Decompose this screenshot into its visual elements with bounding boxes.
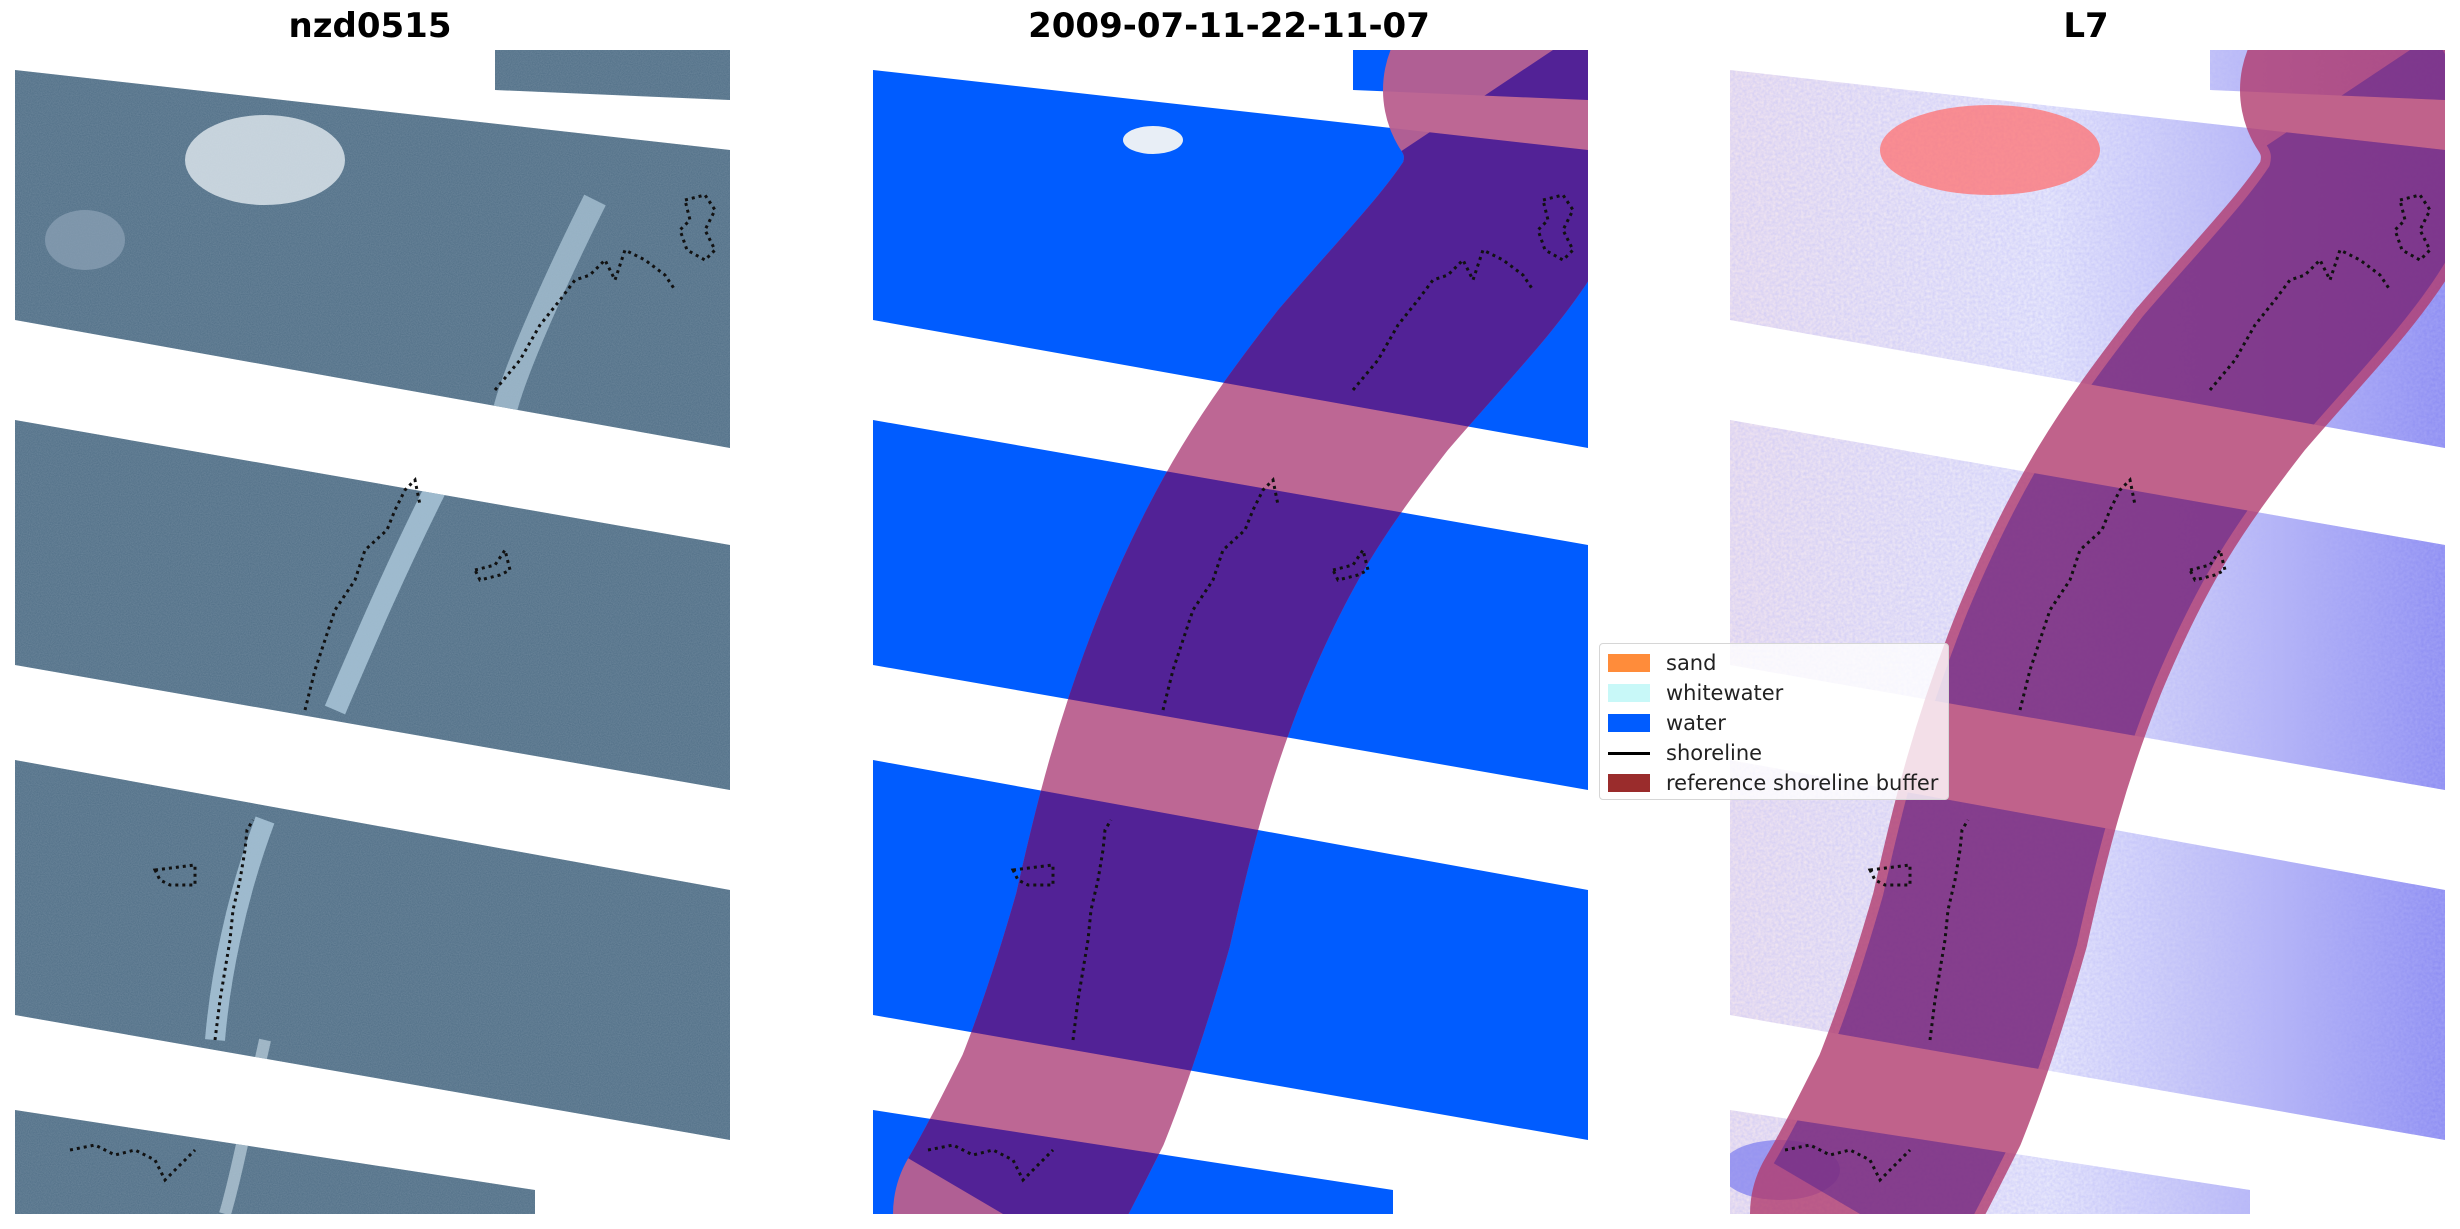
panel-title-rgb: nzd0515 <box>288 6 452 46</box>
detected-shoreline <box>69 193 717 1183</box>
legend-swatch-whitewater <box>1608 684 1650 702</box>
legend-label-buffer: reference shoreline buffer <box>1666 771 1939 795</box>
legend-item-sand: sand <box>1608 650 1716 676</box>
detected-shoreline <box>927 193 1575 1183</box>
legend-item-shoreline: shoreline <box>1608 740 1762 766</box>
index-panel <box>1730 50 2445 1214</box>
legend: sand whitewater water shoreline referenc… <box>1599 643 1949 800</box>
legend-swatch-water <box>1608 714 1650 732</box>
legend-swatch-buffer <box>1608 774 1650 792</box>
classification-panel <box>873 50 1588 1214</box>
legend-label-water: water <box>1666 711 1726 735</box>
index-image <box>1730 50 2445 1214</box>
legend-item-whitewater: whitewater <box>1608 680 1783 706</box>
legend-swatch-sand <box>1608 654 1650 672</box>
cloud-patch <box>185 115 345 205</box>
panel-title-index: L7 <box>2063 6 2109 46</box>
rgb-image-panel <box>15 50 730 1214</box>
legend-item-buffer: reference shoreline buffer <box>1608 770 1938 796</box>
legend-label-sand: sand <box>1666 651 1717 675</box>
legend-line-shoreline <box>1608 751 1650 755</box>
legend-item-water: water <box>1608 710 1726 736</box>
rgb-image <box>15 50 730 1214</box>
panel-title-classification: 2009-07-11-22-11-07 <box>1028 6 1430 46</box>
whitewater-patch <box>1123 126 1183 154</box>
surf-zone <box>493 194 606 414</box>
classified-image <box>873 50 1588 1214</box>
red-index-patch <box>1880 105 2100 195</box>
detected-shoreline <box>1784 193 2432 1183</box>
legend-label-shoreline: shoreline <box>1666 741 1763 765</box>
legend-label-whitewater: whitewater <box>1666 681 1784 705</box>
